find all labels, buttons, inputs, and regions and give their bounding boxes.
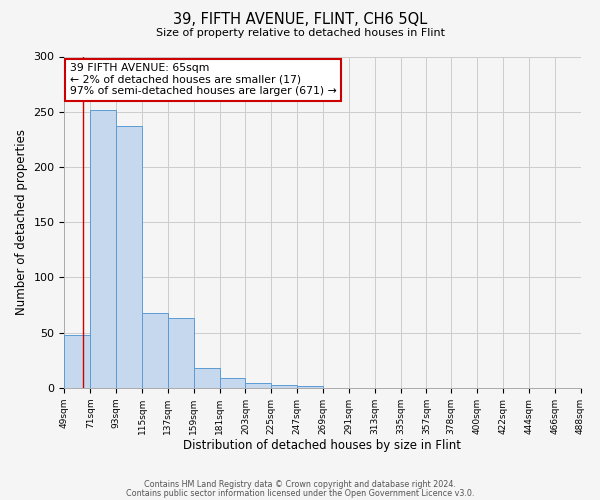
Y-axis label: Number of detached properties: Number of detached properties (15, 129, 28, 315)
Bar (297, 386, 323, 388)
Bar (194, 368, 220, 388)
Text: Contains public sector information licensed under the Open Government Licence v3: Contains public sector information licen… (126, 488, 474, 498)
Bar (142, 312, 168, 388)
Bar (220, 378, 245, 388)
Text: Size of property relative to detached houses in Flint: Size of property relative to detached ho… (155, 28, 445, 38)
Bar (271, 384, 297, 388)
Bar (245, 384, 271, 388)
Text: 39 FIFTH AVENUE: 65sqm
← 2% of detached houses are smaller (17)
97% of semi-deta: 39 FIFTH AVENUE: 65sqm ← 2% of detached … (70, 63, 337, 96)
X-axis label: Distribution of detached houses by size in Flint: Distribution of detached houses by size … (184, 440, 461, 452)
Bar (64, 335, 90, 388)
Text: Contains HM Land Registry data © Crown copyright and database right 2024.: Contains HM Land Registry data © Crown c… (144, 480, 456, 489)
Bar (90, 110, 116, 388)
Text: 39, FIFTH AVENUE, FLINT, CH6 5QL: 39, FIFTH AVENUE, FLINT, CH6 5QL (173, 12, 427, 28)
Bar (116, 126, 142, 388)
Bar (168, 318, 194, 388)
